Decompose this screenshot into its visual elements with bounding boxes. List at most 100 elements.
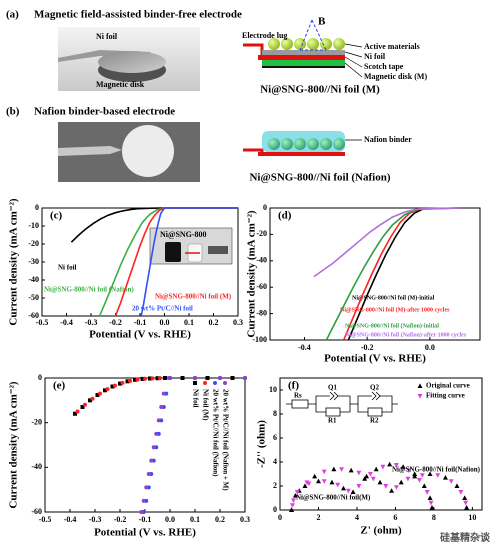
- watermark: 硅基精杂谈: [440, 531, 491, 544]
- marker: [140, 376, 145, 381]
- panel-label: (c): [50, 210, 63, 222]
- x-tick-label: 0.2: [209, 318, 219, 327]
- x-tick-label: -0.5: [39, 515, 52, 524]
- marker: [290, 503, 296, 508]
- marker: [83, 402, 87, 407]
- x-tick-label: -0.2: [114, 515, 127, 524]
- marker: [139, 510, 144, 514]
- x-tick-label: 0.1: [190, 515, 200, 524]
- y-tick-label: 0: [263, 203, 267, 212]
- marker: [163, 376, 167, 380]
- annotation: Ni@SNG-800//Ni foil(M): [296, 494, 371, 502]
- x-tick-label: -0.5: [36, 318, 49, 327]
- marker: [146, 472, 151, 477]
- inset-label: Ni@SNG-800: [160, 230, 207, 239]
- marker: [435, 473, 441, 478]
- y-axis-label: Current density (mA cm⁻²): [8, 381, 20, 508]
- marker: [205, 376, 210, 380]
- legend-label: 20 wt% Pt/C//Ni foil (Nafion): [211, 389, 219, 477]
- marker: [389, 488, 395, 493]
- marker: [428, 500, 434, 506]
- marker: [302, 483, 308, 488]
- x-tick-label: -0.3: [85, 318, 98, 327]
- marker: [458, 490, 464, 495]
- marker: [120, 380, 125, 385]
- series-line: [114, 207, 238, 317]
- resistor: [325, 407, 341, 417]
- x-tick-label: 0.0: [160, 318, 170, 327]
- marker: [373, 466, 379, 472]
- x-tick-label: -0.3: [89, 515, 102, 524]
- y-tick-label: 6: [273, 433, 277, 442]
- electrode-lug: [243, 43, 264, 56]
- marker: [406, 468, 412, 473]
- marker: [289, 507, 295, 512]
- marker: [128, 378, 132, 383]
- disk-base: [262, 66, 345, 68]
- marker: [356, 470, 362, 476]
- legend-marker: [203, 381, 207, 385]
- circuit-label: Q2: [370, 384, 379, 392]
- marker: [464, 505, 470, 510]
- y-tick-label: -20: [28, 239, 39, 248]
- series-label: Ni@SNG-800//Ni foil (M)-after 1000 cycle…: [340, 306, 450, 313]
- series-line: [140, 207, 238, 317]
- marker: [103, 388, 107, 393]
- marker: [118, 381, 122, 386]
- y-tick-label: 8: [273, 409, 277, 418]
- marker: [383, 484, 389, 489]
- photo-label: Magnetic disk: [96, 80, 145, 89]
- marker: [321, 479, 327, 484]
- active-materials: [268, 138, 345, 150]
- photo-label: Ni foil: [96, 32, 118, 41]
- marker: [110, 384, 115, 389]
- scotch-tape: [258, 55, 345, 60]
- marker: [166, 376, 171, 380]
- resistor: [367, 407, 383, 417]
- marker: [427, 495, 433, 500]
- ni-foil-layer: [258, 152, 345, 156]
- diagram-label: Nafion binder: [364, 135, 412, 144]
- y-tick-label: -40: [28, 275, 39, 284]
- circuit-wire: [286, 395, 398, 413]
- y-tick-label: 10: [269, 385, 277, 394]
- x-tick-label: 0.1: [184, 318, 194, 327]
- marker: [161, 391, 166, 396]
- marker: [113, 383, 117, 388]
- y-axis-label: Current density (mA cm⁻²): [8, 198, 20, 325]
- marker: [180, 376, 185, 380]
- marker: [412, 473, 418, 479]
- marker: [315, 478, 321, 484]
- marker: [345, 488, 351, 494]
- diagram-label: Ni foil: [364, 52, 386, 61]
- y-tick-label: -100: [252, 335, 267, 344]
- panel-b: (b) Nafion binder-based electrode Nafion…: [6, 106, 412, 184]
- x-tick-label: 0: [278, 513, 282, 522]
- y-axis-label: -Z'' (ohm): [256, 420, 268, 468]
- tweezers: [58, 146, 122, 156]
- magnetic-disk-layer: [262, 60, 345, 66]
- legend-label: 20 wt% Pt/C//Ni foil (Nafion + M): [221, 389, 229, 491]
- active-materials: [268, 38, 345, 50]
- marker: [154, 431, 159, 436]
- y-tick-label: -20: [256, 229, 267, 238]
- leaders: [344, 43, 363, 78]
- marker: [88, 398, 92, 403]
- marker: [377, 479, 383, 485]
- diagram-label: Magnetic disk (M): [364, 72, 427, 81]
- caption: Ni@SNG-800//Ni foil (M): [260, 84, 380, 96]
- marker: [442, 475, 448, 480]
- marker: [218, 376, 222, 380]
- marker: [393, 485, 399, 490]
- series-line: [347, 207, 462, 341]
- legend-marker: [417, 383, 423, 388]
- x-tick-label: -0.4: [298, 343, 311, 352]
- field-lines: [299, 19, 327, 51]
- series-line: [325, 207, 462, 341]
- series-label: Ni@SNG-800//Ni foil (M)-initial: [352, 294, 435, 301]
- plot-frame: [279, 377, 483, 511]
- marker: [448, 479, 454, 484]
- marker: [230, 376, 235, 380]
- y-tick-label: -80: [256, 308, 267, 317]
